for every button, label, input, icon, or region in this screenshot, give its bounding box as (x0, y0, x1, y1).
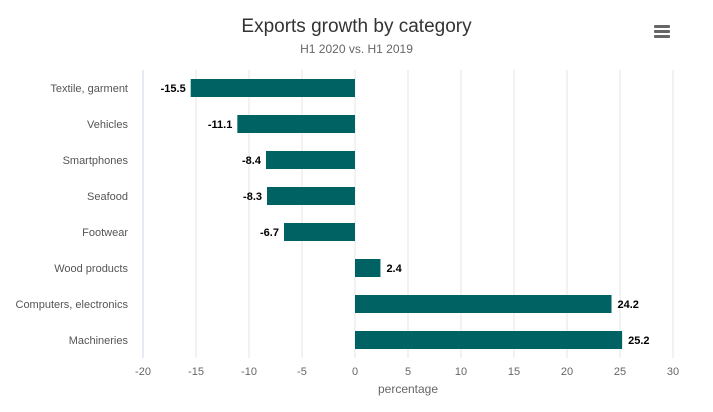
category-label: Wood products (54, 263, 128, 275)
bar (267, 187, 355, 205)
x-tick-label: 0 (352, 366, 358, 378)
x-tick-label: 25 (614, 366, 626, 378)
data-label: -11.1 (208, 119, 232, 131)
data-label: -8.4 (242, 155, 262, 167)
category-label: Machineries (69, 335, 129, 347)
data-label: -6.7 (260, 227, 279, 239)
x-tick-label: 5 (405, 366, 411, 378)
x-tick-label: -5 (297, 366, 307, 378)
category-label: Vehicles (87, 119, 128, 131)
bar (265, 151, 355, 169)
data-label: -8.3 (243, 191, 262, 203)
data-label: -15.5 (161, 83, 186, 95)
bar (283, 223, 355, 241)
bar (355, 331, 623, 349)
category-label: Footwear (82, 227, 128, 239)
chart-subtitle: H1 2020 vs. H1 2019 (300, 42, 413, 56)
x-tick-label: 20 (561, 366, 573, 378)
hamburger-menu-icon[interactable] (650, 22, 674, 42)
x-tick-label: 10 (455, 366, 467, 378)
category-label: Seafood (87, 191, 128, 203)
chart-title: Exports growth by category (241, 16, 472, 37)
x-tick-label: 15 (508, 366, 520, 378)
category-label: Computers, electronics (16, 299, 129, 311)
data-label: 25.2 (628, 335, 649, 347)
category-label: Textile, garment (50, 83, 128, 95)
data-label: 24.2 (618, 299, 639, 311)
bar (355, 295, 612, 313)
x-tick-label: -10 (241, 366, 257, 378)
x-tick-label: 30 (667, 366, 679, 378)
category-label: Smartphones (63, 155, 129, 167)
bar (237, 115, 355, 133)
x-tick-label: -15 (188, 366, 204, 378)
x-axis-title: percentage (378, 382, 438, 396)
bar (355, 259, 381, 277)
bar (190, 79, 355, 97)
data-label: 2.4 (386, 263, 402, 275)
x-tick-label: -20 (135, 366, 151, 378)
